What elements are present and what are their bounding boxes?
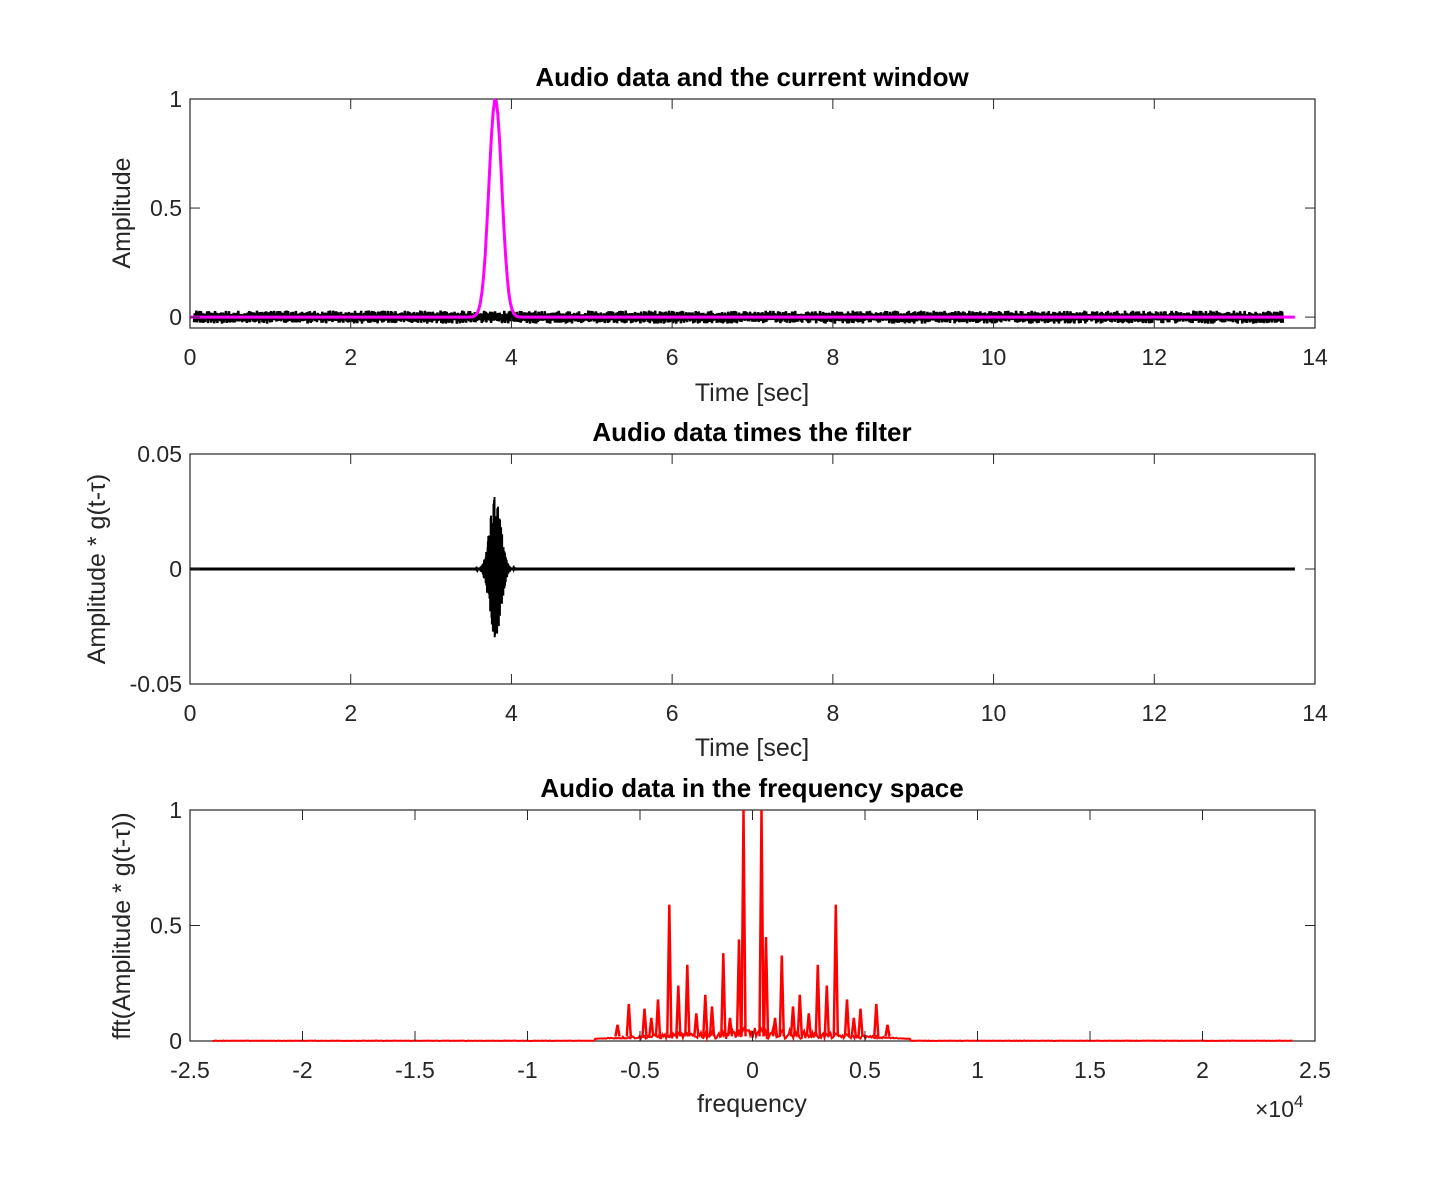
x-axis-label: frequency — [697, 1090, 807, 1118]
spectrum-peak — [675, 985, 682, 1037]
plot-frame — [189, 98, 1316, 329]
chart-title: Audio data in the frequency space — [540, 773, 963, 803]
spectrum-peak — [693, 1013, 700, 1037]
y-axis-label: Amplitude — [108, 157, 136, 268]
spectrum-peak — [625, 1003, 633, 1037]
x-tick-label: -2 — [292, 1057, 312, 1083]
spectrum-peak — [843, 999, 851, 1037]
x-tick-label: 6 — [666, 344, 679, 370]
series-gaussian-window — [190, 98, 1295, 319]
x-tick-label: -0.5 — [620, 1057, 660, 1083]
x-tick-label: 0 — [184, 344, 197, 370]
x-tick-label: 1.5 — [1074, 1057, 1106, 1083]
chart-title: Audio data and the current window — [535, 62, 969, 92]
x-tick-label: -2.5 — [170, 1057, 210, 1083]
x-tick-label: 0 — [184, 700, 197, 726]
subplot-frequency: Audio data in the frequency space freque… — [108, 773, 1331, 1122]
x-tick-label: 10 — [981, 700, 1007, 726]
spectrum-peak — [778, 955, 786, 1037]
plot-frame — [189, 809, 1316, 1042]
chart-title: Audio data times the filter — [592, 417, 911, 447]
spectrum-peak — [708, 1006, 716, 1037]
x-axis-label: Time [sec] — [695, 379, 809, 407]
spectrum-peak — [684, 964, 691, 1037]
x-tick-label: 8 — [826, 700, 839, 726]
series-filtered-burst — [472, 496, 518, 638]
x-tick-label: 8 — [826, 344, 839, 370]
spectrum-peak — [726, 1017, 734, 1037]
x-tick-label: 10 — [981, 344, 1007, 370]
x-tick-label: 12 — [1141, 344, 1167, 370]
spectrum-peak — [614, 1024, 621, 1037]
x-tick-label: 1 — [971, 1057, 984, 1083]
spectrum-peak — [850, 1017, 858, 1037]
spectrum-peak — [823, 985, 831, 1037]
x-tick-label: 2.5 — [1299, 1057, 1331, 1083]
x-tick-label: 0.5 — [849, 1057, 881, 1083]
spectrum-peak — [805, 1013, 813, 1037]
spectrum-peak — [735, 939, 743, 1037]
x-axis-label: Time [sec] — [695, 734, 809, 762]
y-tick-label: -0.05 — [130, 671, 182, 697]
x-tick-label: 2 — [344, 700, 357, 726]
y-tick-label: 0.5 — [150, 195, 182, 221]
spectrum-peak — [641, 1008, 648, 1037]
subplot-audio-window: Audio data and the current window Time [… — [108, 62, 1328, 407]
x-tick-label: -1.5 — [395, 1057, 435, 1083]
y-tick-label: 0 — [169, 556, 182, 582]
spectrum-peak — [702, 994, 709, 1037]
spectrum-peak — [648, 1017, 655, 1037]
spectrum-peak — [771, 1017, 779, 1037]
spectrum-peak — [873, 1003, 880, 1037]
x-tick-label: 2 — [344, 344, 357, 370]
y-axis-label: Amplitude * g(t-τ) — [83, 474, 111, 665]
y-tick-label: 0 — [169, 304, 182, 330]
y-tick-label: 0.5 — [150, 913, 182, 939]
x-tick-label: 12 — [1141, 700, 1167, 726]
spectrum-peak — [740, 809, 747, 1037]
spectrum-peak — [796, 994, 804, 1037]
x-tick-label: 14 — [1302, 700, 1328, 726]
subplot-filtered-signal: Audio data times the filter Time [sec] A… — [83, 417, 1328, 762]
x-tick-label: 6 — [666, 700, 679, 726]
y-axis-label: fft(Amplitude * g(t-τ)) — [108, 812, 136, 1040]
y-tick-label: 0.05 — [137, 441, 182, 467]
y-tick-label: 1 — [169, 86, 182, 112]
spectrum-peak — [720, 953, 727, 1037]
x-tick-label: 4 — [505, 344, 518, 370]
spectrum-peak — [884, 1024, 891, 1037]
x-tick-label: 4 — [505, 700, 518, 726]
spectrum-peak — [832, 904, 840, 1037]
spectrum-peak — [762, 936, 770, 1037]
x-tick-label: 14 — [1302, 344, 1328, 370]
x-tick-label: 2 — [1196, 1057, 1209, 1083]
spectrum-peak — [758, 809, 765, 1037]
spectrum-peak — [789, 1006, 797, 1037]
spectrum-peak — [857, 1008, 864, 1037]
spectrum-peak — [814, 964, 822, 1037]
y-tick-label: 0 — [169, 1028, 182, 1054]
y-tick-label: 1 — [169, 797, 182, 823]
spectrum-peak — [666, 904, 673, 1037]
x-exponent-label: ×104 — [1255, 1092, 1303, 1122]
x-tick-label: 0 — [746, 1057, 759, 1083]
x-tick-label: -1 — [517, 1057, 537, 1083]
spectrum-peak — [654, 999, 662, 1037]
